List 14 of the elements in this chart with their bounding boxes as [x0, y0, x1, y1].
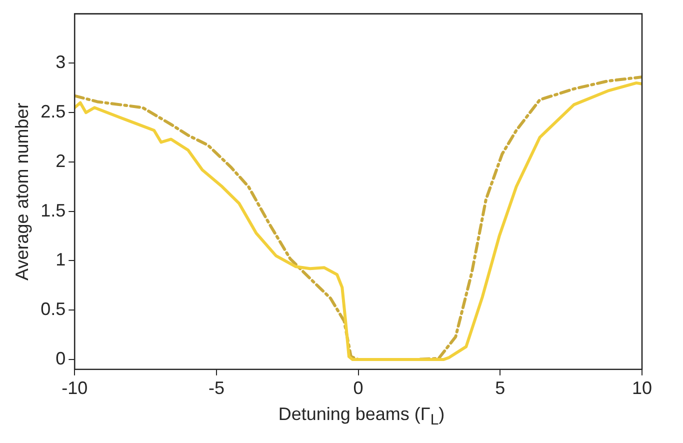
y-tick-label: 0	[56, 348, 66, 368]
x-tick-label: 0	[353, 378, 364, 398]
x-tick-label: 10	[632, 378, 652, 398]
x-tick-label: -5	[208, 378, 224, 398]
y-tick-label: 0.5	[40, 299, 66, 320]
y-tick-label: 3	[56, 52, 66, 72]
x-tick-label: 5	[495, 378, 506, 398]
y-tick-label: 2.5	[40, 102, 66, 122]
y-tick-label: 1.5	[40, 200, 66, 220]
x-tick-label: -10	[62, 378, 88, 398]
x-axis-title: Detuning beams (Γ$_{L}$)	[277, 404, 446, 429]
y-axis-title: Average atom number	[12, 102, 32, 280]
y-tick-label: 1	[56, 250, 66, 270]
y-tick-label: 2	[56, 150, 66, 171]
